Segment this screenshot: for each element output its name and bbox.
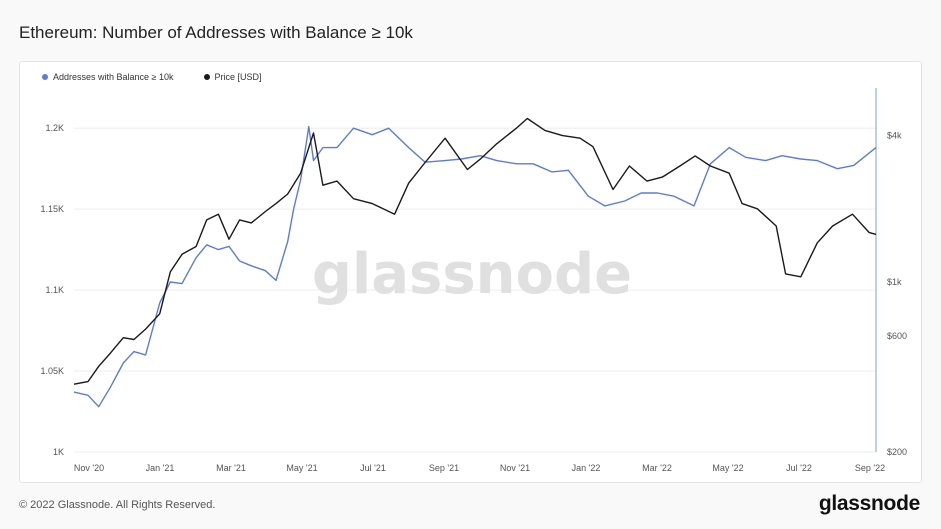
x-axis-ticks: Nov '20 Jan '21 Mar '21 May '21 Jul '21 Sep '… (74, 463, 885, 473)
legend-item-addresses[interactable]: Addresses with Balance ≥ 10k (42, 72, 174, 82)
x-tick-label: Mar '22 (642, 463, 672, 473)
legend-label-addresses: Addresses with Balance ≥ 10k (53, 72, 174, 82)
glassnode-logo[interactable]: glassnode (818, 492, 920, 515)
legend-dot-addresses (42, 74, 48, 80)
left-axis-ticks: 1K 1.05K 1.1K 1.15K 1.2K (40, 123, 64, 457)
x-tick-label: Jan '22 (572, 463, 601, 473)
page-title: Ethereum: Number of Addresses with Balan… (19, 23, 413, 42)
right-axis-ticks: $200 $600 $1k $4k (887, 131, 907, 457)
x-tick-label: Nov '20 (74, 463, 104, 473)
x-tick-label: Sep '22 (855, 463, 885, 473)
x-tick-label: Jul '22 (786, 463, 812, 473)
right-tick-label: $200 (887, 447, 907, 457)
legend-label-price: Price [USD] (214, 72, 262, 82)
x-tick-label: Jan '21 (146, 463, 175, 473)
x-tick-label: Nov '21 (500, 463, 530, 473)
series-line-addresses (73, 125, 877, 408)
left-tick-label: 1.05K (40, 366, 64, 376)
left-tick-label: 1K (53, 447, 64, 457)
chart-legend: Addresses with Balance ≥ 10k Price [USD] (42, 72, 262, 82)
x-tick-label: May '22 (712, 463, 743, 473)
right-tick-label: $4k (887, 131, 902, 141)
left-tick-label: 1.1K (45, 285, 64, 295)
left-tick-label: 1.15K (40, 204, 64, 214)
copyright: © 2022 Glassnode. All Rights Reserved. (19, 499, 216, 511)
x-tick-label: Sep '21 (429, 463, 459, 473)
right-tick-label: $1k (887, 277, 902, 287)
x-tick-label: Jul '21 (360, 463, 386, 473)
right-tick-label: $600 (887, 331, 907, 341)
legend-dot-price (203, 74, 210, 80)
grid (74, 127, 876, 453)
x-tick-label: Mar '21 (216, 463, 246, 473)
chart-card (19, 61, 922, 483)
left-tick-label: 1.2K (45, 123, 64, 133)
watermark: glassnode (312, 242, 632, 307)
series-lines (73, 117, 877, 408)
legend-item-price[interactable]: Price [USD] (203, 72, 262, 82)
series-line-price (73, 117, 877, 385)
x-tick-label: May '21 (286, 463, 317, 473)
